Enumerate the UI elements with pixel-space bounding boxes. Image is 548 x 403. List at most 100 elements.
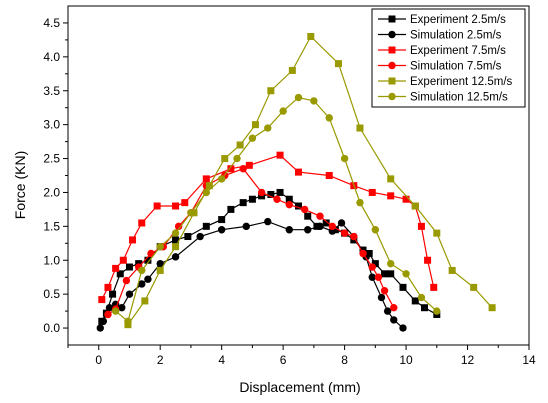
data-point	[138, 266, 146, 275]
data-point	[181, 199, 189, 207]
data-point	[156, 259, 164, 268]
data-point	[374, 273, 383, 281]
data-point	[124, 317, 132, 325]
legend-marker	[388, 92, 396, 101]
legend-item: Experiment 2.5m/s	[378, 14, 506, 26]
data-point	[304, 212, 312, 220]
data-point	[96, 324, 104, 332]
legend-label: Simulation 2.5m/s	[410, 30, 502, 42]
data-point	[325, 172, 333, 179]
data-point	[411, 297, 419, 305]
legend-marker	[388, 46, 396, 54]
data-point	[138, 280, 146, 288]
data-point	[202, 222, 210, 230]
data-point	[172, 202, 180, 210]
data-point	[368, 188, 376, 196]
data-point	[264, 217, 272, 226]
legend-box	[371, 8, 526, 108]
legend: Experiment 2.5m/s Simulation 2.5m/s Experi…	[371, 8, 526, 108]
data-point	[239, 199, 247, 207]
data-point	[239, 165, 247, 173]
x-tick-label: 12	[461, 353, 475, 367]
legend-label: Simulation 7.5m/s	[410, 61, 502, 73]
data-point	[264, 124, 272, 132]
legend-marker	[388, 15, 396, 23]
legend-item: Simulation 12.5m/s	[378, 92, 508, 104]
data-point	[387, 175, 395, 183]
data-point	[98, 296, 106, 304]
data-point	[218, 216, 226, 224]
data-point	[356, 198, 364, 207]
legend-marker	[388, 30, 396, 39]
data-point	[488, 304, 496, 312]
data-point	[248, 134, 257, 142]
y-tick-label: 3.5	[43, 84, 60, 98]
data-point	[273, 195, 281, 203]
data-point	[285, 226, 293, 234]
y-tick-label: 2.5	[43, 152, 60, 166]
data-point	[105, 304, 114, 312]
data-point	[233, 154, 241, 163]
data-point	[390, 304, 398, 312]
data-point	[251, 121, 259, 129]
data-point	[433, 229, 441, 237]
data-point	[267, 190, 275, 198]
data-point	[424, 256, 432, 264]
data-point	[202, 175, 210, 183]
x-tick-label: 10	[399, 353, 413, 367]
data-point	[417, 293, 426, 302]
data-point	[205, 182, 213, 190]
legend-marker	[388, 77, 396, 85]
data-point	[227, 165, 235, 173]
data-point	[307, 33, 315, 41]
data-point	[221, 155, 229, 163]
data-point	[144, 275, 152, 283]
data-point	[368, 273, 376, 281]
data-point	[295, 202, 302, 210]
x-tick-label: 4	[218, 353, 225, 367]
y-tick-label: 1.0	[43, 253, 60, 267]
y-axis-title: Force (KN)	[12, 151, 28, 219]
data-point	[316, 222, 324, 231]
y-tick-label: 0.0	[43, 321, 60, 335]
data-point	[340, 229, 349, 237]
data-point	[402, 195, 410, 203]
y-tick-label: 2.0	[43, 185, 60, 199]
data-point	[368, 263, 376, 271]
data-point	[387, 270, 395, 278]
data-point	[448, 266, 456, 274]
data-point	[104, 310, 112, 319]
data-point	[276, 188, 284, 196]
data-point	[125, 263, 133, 271]
data-point	[294, 93, 303, 102]
data-point	[340, 154, 349, 163]
data-point	[371, 260, 379, 268]
x-tick-label: 0	[95, 353, 102, 367]
data-point	[383, 307, 392, 315]
data-point	[236, 141, 244, 149]
data-point	[104, 283, 112, 291]
x-tick-label: 6	[280, 353, 287, 367]
data-point	[285, 200, 293, 209]
data-point	[399, 324, 407, 332]
data-point	[411, 202, 419, 210]
data-point	[285, 195, 293, 203]
legend-item: Simulation 2.5m/s	[378, 30, 502, 42]
data-point	[356, 124, 364, 132]
series-2	[96, 217, 407, 332]
data-point	[433, 307, 441, 315]
x-tick-label: 14	[522, 353, 536, 367]
data-point	[322, 219, 330, 227]
data-point	[334, 60, 342, 68]
data-point	[156, 242, 164, 251]
data-point	[112, 264, 120, 272]
data-point	[350, 232, 358, 241]
data-point	[111, 307, 120, 315]
y-tick-label: 4.0	[43, 50, 60, 64]
legend-marker	[388, 61, 396, 70]
data-point	[144, 256, 152, 264]
series-5	[124, 33, 496, 329]
data-point	[371, 226, 380, 234]
data-point	[381, 270, 389, 278]
data-point	[390, 316, 398, 324]
